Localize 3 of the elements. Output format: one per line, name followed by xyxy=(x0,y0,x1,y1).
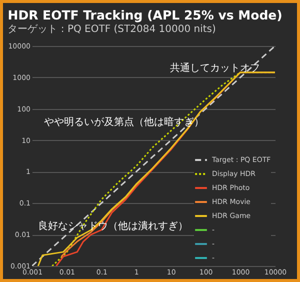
chart-subtitle: ターゲット : PQ EOTF (ST2084 10000 nits) xyxy=(8,24,216,35)
chart-title: HDR EOTF Tracking (APL 25% vs Mode) xyxy=(8,8,282,22)
annotation: 共通してカットオフ xyxy=(170,62,260,74)
